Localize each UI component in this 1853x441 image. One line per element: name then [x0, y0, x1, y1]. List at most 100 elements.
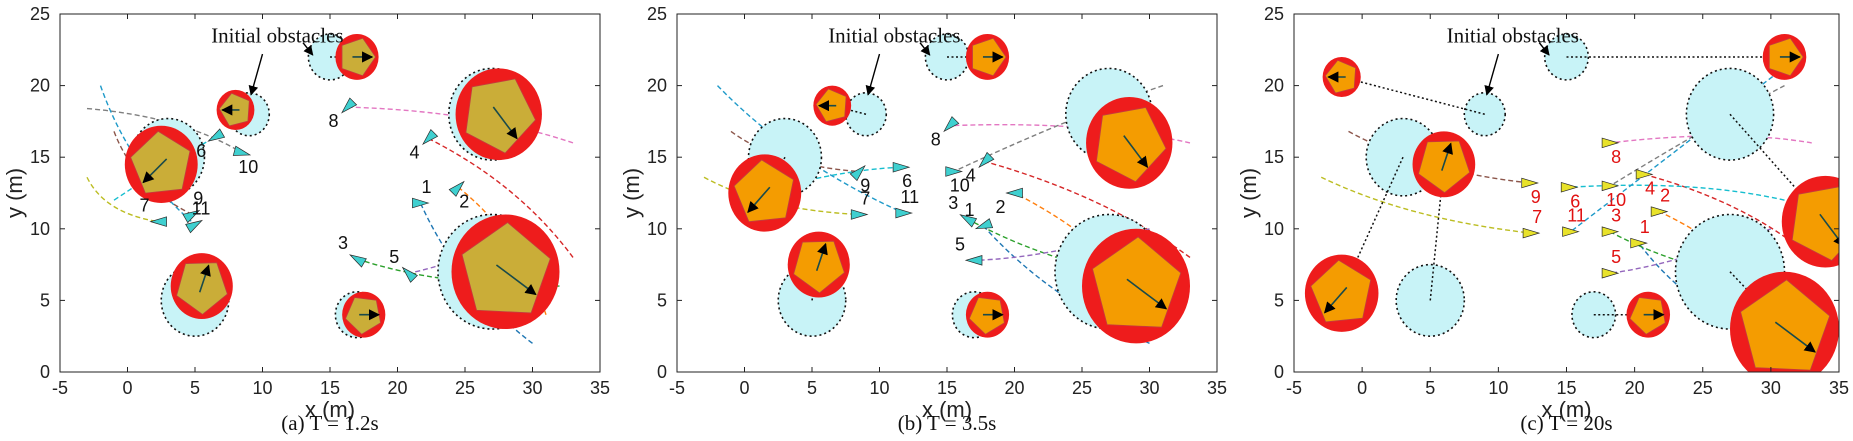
x-tick-label: 5 [1425, 378, 1435, 398]
agent-marker [422, 128, 439, 146]
agent-label: 8 [329, 111, 339, 131]
agent-label: 2 [995, 197, 1005, 217]
agent-marker [964, 255, 983, 266]
agent-label: 6 [196, 141, 206, 161]
x-tick-label: 35 [1207, 378, 1227, 398]
agent-label: 9 [1531, 187, 1541, 207]
annotation-arrow [302, 42, 314, 56]
annotation-arrow [919, 42, 931, 56]
y-tick-label: 15 [647, 147, 667, 167]
agent-label: 10 [1606, 190, 1626, 210]
agent-label: 11 [900, 187, 919, 207]
agent-label: 4 [410, 143, 420, 163]
agent-label: 11 [1567, 206, 1586, 226]
chart-panel-a: 1 2 3 4 5 6 7 8 9 10 11 -5 0 5 10 15 20 25 30 35 0 5 10 15 20 25 x… [0, 0, 617, 441]
agent-marker [1601, 226, 1620, 237]
agent-label: 7 [140, 196, 150, 216]
x-tick-label: 20 [1004, 378, 1024, 398]
agent-label: 8 [1611, 147, 1621, 167]
displacement-arrow [831, 102, 867, 115]
agent-marker [349, 254, 367, 268]
obstacle-velocity-arrow [142, 158, 168, 184]
agent-marker [185, 219, 203, 234]
y-tick-label: 10 [647, 219, 667, 239]
agent-marker [341, 97, 358, 114]
agent-marker [974, 218, 994, 230]
x-tick-label: 10 [252, 378, 272, 398]
agent-label: 4 [1645, 178, 1655, 198]
agent-marker [1562, 226, 1580, 237]
agent-label: 10 [950, 176, 970, 196]
agent-marker [182, 209, 201, 224]
agent-marker [1630, 237, 1648, 249]
agent-marker [895, 207, 914, 219]
obstacle-velocity-arrow [198, 264, 211, 293]
agent-marker [849, 165, 866, 182]
agent-label: 1 [421, 177, 431, 197]
displacement-arrow [1729, 113, 1827, 223]
agent-label: 7 [1532, 207, 1542, 227]
x-tick-label: 0 [122, 378, 132, 398]
trajectory-line [716, 85, 905, 214]
x-tick-label: 25 [455, 378, 475, 398]
y-axis-label: y (m) [619, 168, 644, 218]
obstacle-shape [968, 297, 1005, 335]
x-axis-label: x (m) [305, 397, 355, 422]
panel-caption: (b) T = 3.5s [898, 411, 997, 435]
agent-label: 3 [338, 233, 348, 253]
x-tick-label: 10 [1488, 378, 1508, 398]
chart-panel-c: 1 2 3 4 5 6 7 8 9 10 11 -5 0 5 10 15 20 25 30 35 0 5 10 15 20 25 x… [1234, 0, 1853, 441]
agent-marker [149, 216, 167, 227]
plot-layer [703, 33, 1191, 345]
agent-label: 11 [192, 199, 211, 219]
y-tick-label: 25 [1264, 4, 1284, 24]
x-tick-label: 30 [522, 378, 542, 398]
obstacle-velocity-arrow [1774, 321, 1816, 353]
agent-marker [1005, 187, 1023, 199]
y-tick-label: 15 [30, 147, 50, 167]
x-axis-label: x (m) [1541, 397, 1591, 422]
y-tick-label: 10 [1264, 219, 1284, 239]
agent-marker [448, 180, 465, 197]
agent-label: 8 [931, 130, 941, 150]
x-tick-label: 15 [937, 378, 957, 398]
y-tick-label: 15 [1264, 147, 1284, 167]
y-axis-label: y (m) [1236, 168, 1261, 218]
agent-label: 2 [459, 191, 469, 211]
agent-marker [959, 214, 978, 228]
y-tick-label: 10 [30, 219, 50, 239]
agent-marker [207, 128, 226, 142]
agent-marker [1601, 137, 1620, 149]
obstacle-velocity-arrow [1819, 213, 1839, 247]
agent-label: 3 [948, 193, 958, 213]
obstacle-shape [345, 297, 382, 335]
y-tick-label: 25 [647, 4, 667, 24]
panel-caption: (a) T = 1.2s [281, 411, 378, 435]
obstacle-velocity-arrow [1323, 286, 1348, 314]
trajectory-line [1014, 192, 1164, 316]
y-tick-label: 5 [657, 290, 667, 310]
chart-panel-b: 1 2 3 4 5 6 7 8 9 10 11 -5 0 5 10 15 20 25 30 35 0 5 10 15 20 25 x… [617, 0, 1234, 441]
agent-label: 1 [1640, 217, 1650, 237]
agent-marker [1522, 227, 1541, 239]
y-axis-label: y (m) [2, 168, 27, 218]
agent-marker [978, 151, 995, 169]
obstacle-shape [176, 262, 228, 315]
y-tick-label: 20 [1264, 76, 1284, 96]
agent-marker [1601, 267, 1620, 279]
obstacle-velocity-arrow [492, 106, 518, 140]
x-tick-label: 20 [387, 378, 407, 398]
y-tick-label: 0 [40, 362, 50, 382]
x-tick-label: 30 [1139, 378, 1159, 398]
obstacle-velocity-arrow [1126, 278, 1168, 310]
x-tick-label: 15 [1556, 378, 1576, 398]
obstacle-shape [1791, 186, 1839, 261]
initial-obstacles-annotation: Initial obstacles [211, 24, 343, 48]
agent-marker [850, 209, 869, 220]
obstacle-velocity-arrow [1123, 135, 1149, 168]
initial-obstacles-annotation: Initial obstacles [828, 24, 960, 48]
agent-label: 5 [389, 247, 399, 267]
